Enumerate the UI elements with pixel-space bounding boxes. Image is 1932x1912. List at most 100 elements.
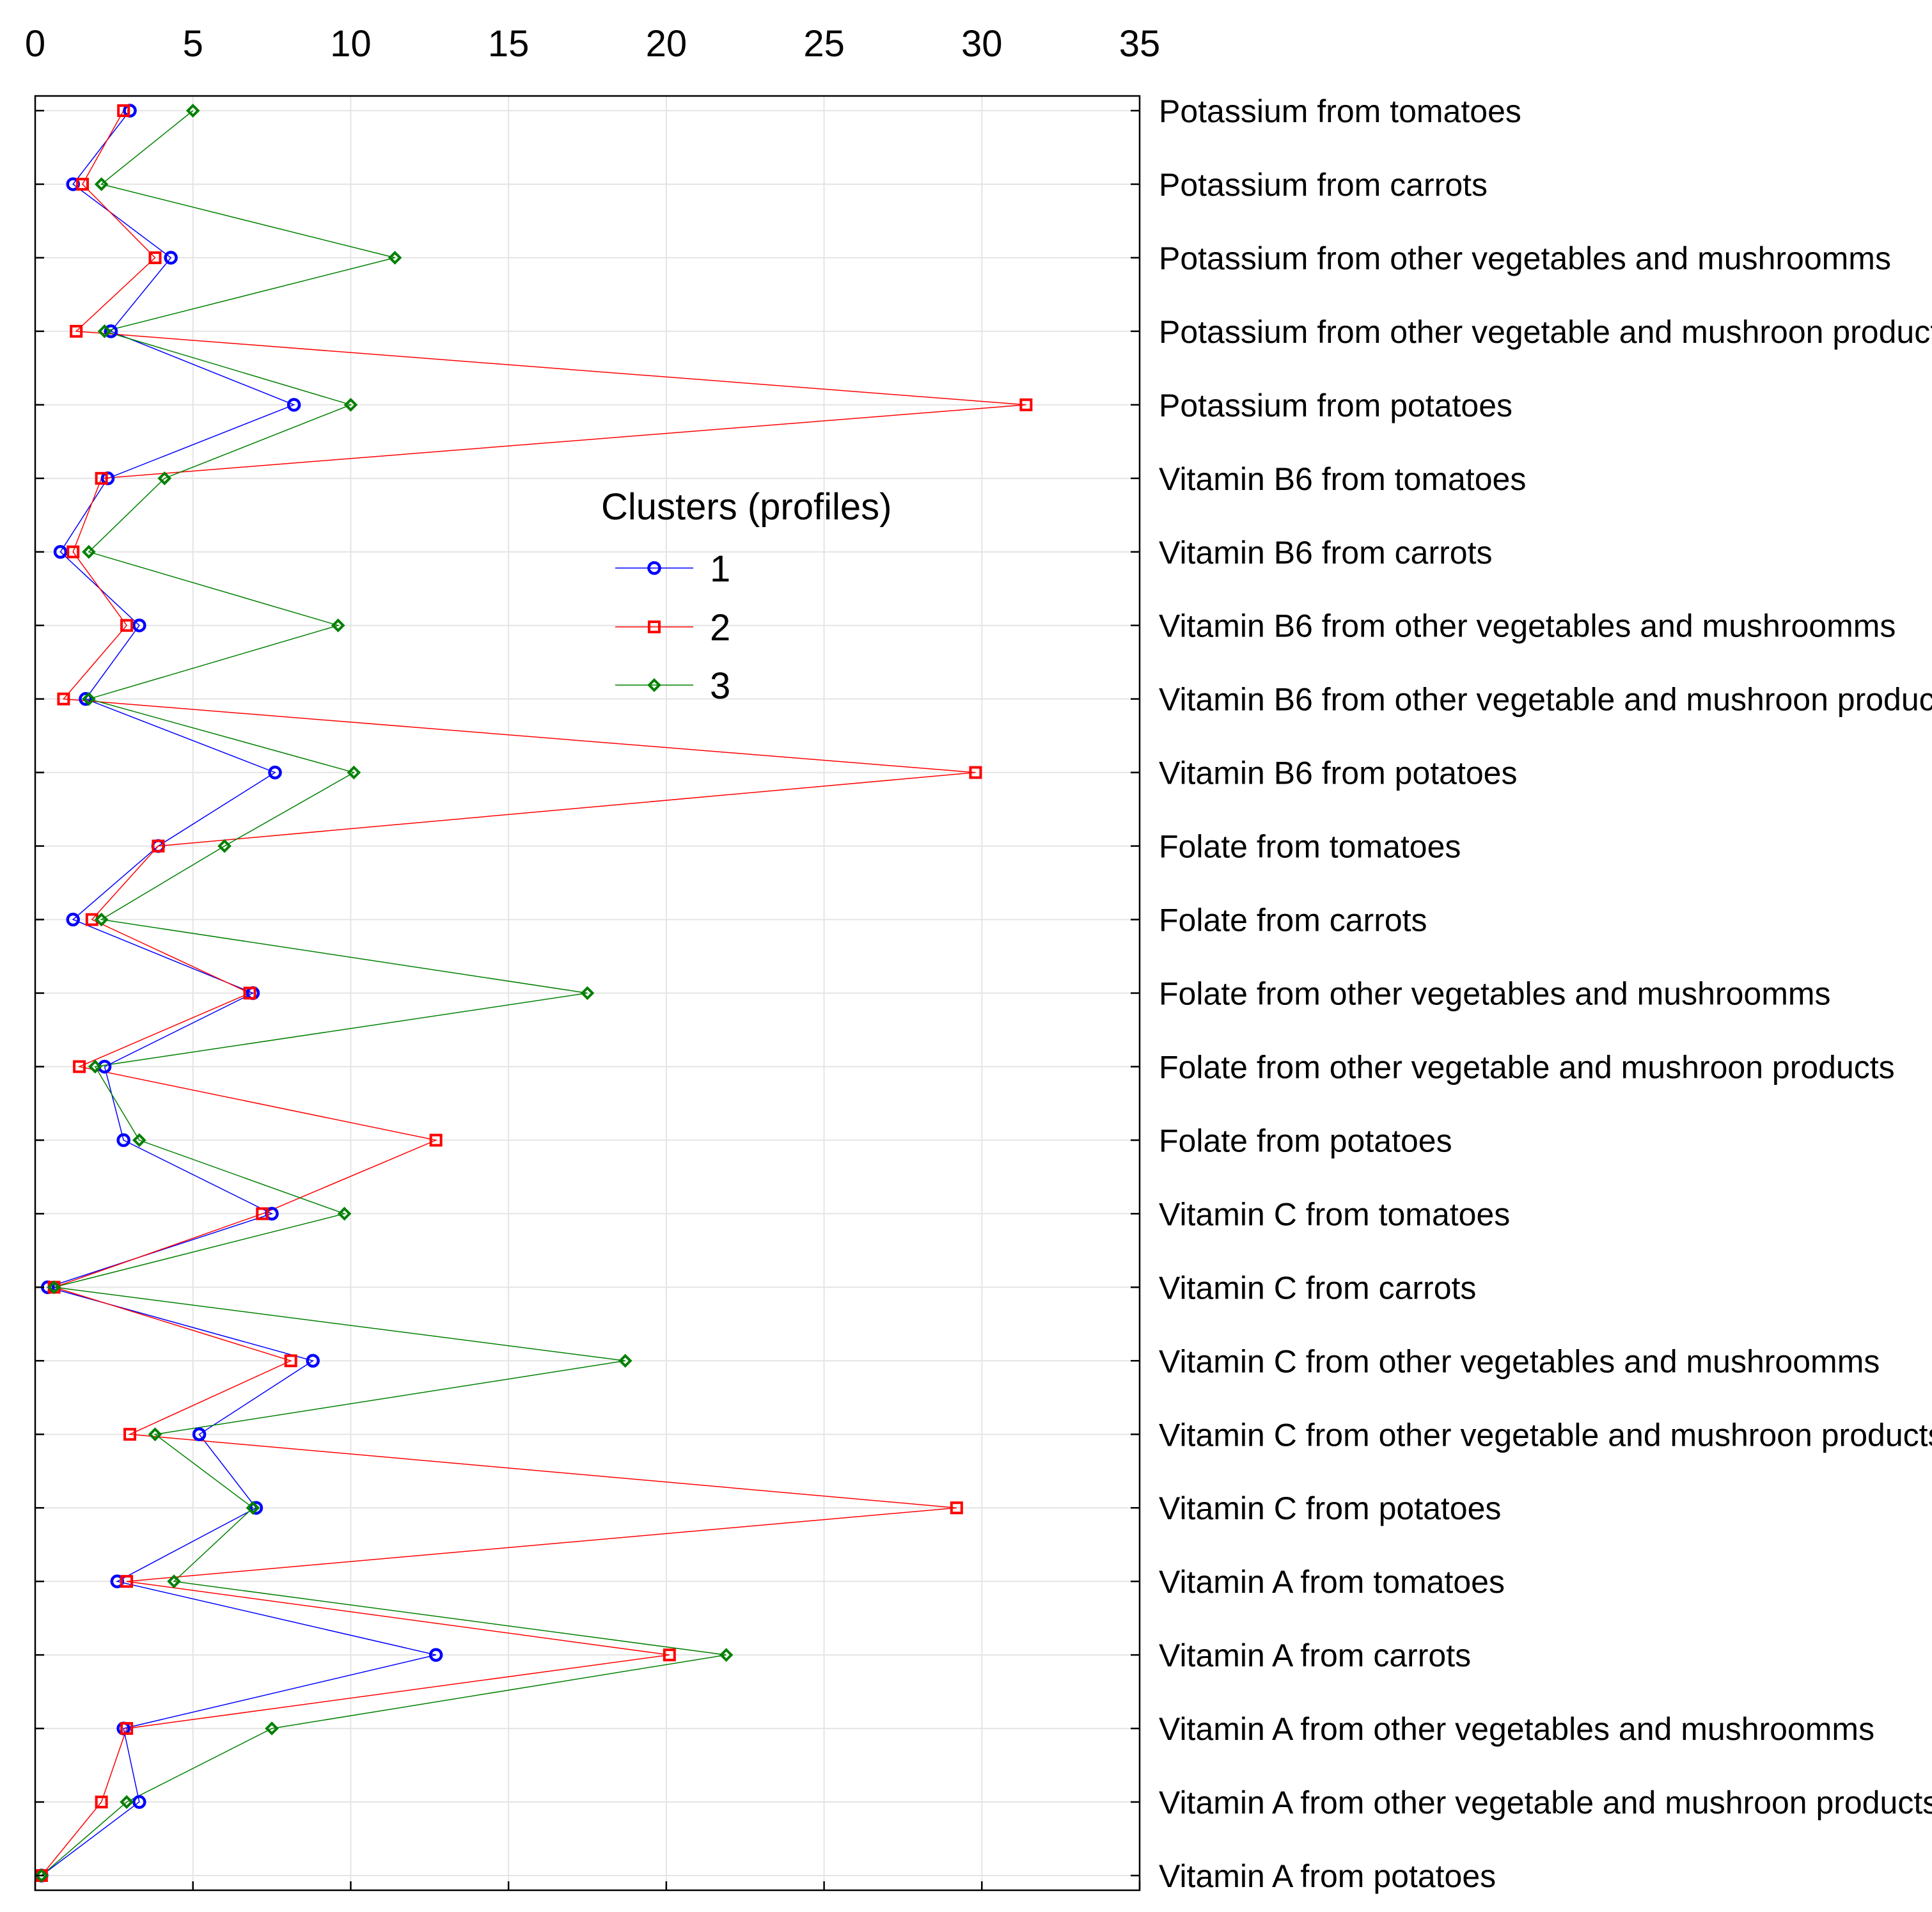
series-1-point	[268, 765, 282, 780]
series-1-point	[53, 545, 68, 559]
series-2-point	[256, 1207, 269, 1221]
category-label: Vitamin A from potatoes	[1159, 1858, 1496, 1894]
category-label: Vitamin A from tomatoes	[1159, 1564, 1505, 1600]
category-label: Vitamin B6 from other vegetable and mush…	[1159, 682, 1932, 718]
category-label: Vitamin C from other vegetable and mushr…	[1159, 1417, 1932, 1453]
series-2-point	[117, 104, 130, 117]
series-3-point	[217, 839, 232, 853]
series-2-point	[429, 1134, 443, 1147]
series-2-point	[120, 619, 134, 632]
category-label: Folate from tomatoes	[1159, 829, 1461, 865]
series-3-point	[185, 104, 200, 118]
series-2-point	[95, 471, 108, 485]
category-label: Vitamin C from other vegetables and mush…	[1159, 1343, 1880, 1379]
category-label: Vitamin B6 from carrots	[1159, 535, 1492, 571]
series-2-point	[120, 1722, 134, 1735]
x-tick-label: 25	[803, 23, 845, 65]
series-3-point	[265, 1721, 279, 1735]
series-1-point	[249, 1501, 263, 1515]
series-2-point	[76, 177, 90, 191]
category-label: Potassium from tomatoes	[1159, 93, 1521, 129]
series-1-point	[192, 1427, 207, 1441]
x-tick-label: 10	[330, 23, 372, 65]
series-3-point	[719, 1648, 734, 1662]
series-3-point	[82, 544, 96, 559]
category-label: Vitamin C from tomatoes	[1159, 1196, 1510, 1232]
series-2-point	[57, 692, 70, 706]
series-2-point	[148, 251, 162, 264]
series-3-point	[246, 1501, 260, 1515]
category-label: Vitamin B6 from potatoes	[1159, 755, 1517, 791]
series-1-point	[287, 398, 301, 412]
series-3-point	[388, 251, 402, 265]
series-2-point	[67, 545, 80, 558]
series-3-point	[167, 1574, 181, 1588]
series-3-point	[343, 398, 358, 412]
series-3-point	[347, 765, 361, 780]
series-2-point	[1019, 398, 1033, 411]
x-tick-label: 0	[25, 23, 45, 65]
legend-label-3: 3	[710, 665, 730, 707]
series-3-point	[94, 912, 109, 927]
series-3-point	[97, 324, 112, 338]
series-3-point	[88, 1059, 102, 1074]
category-label: Vitamin A from other vegetables and mush…	[1159, 1711, 1874, 1747]
category-label: Folate from carrots	[1159, 903, 1427, 938]
series-line-2	[41, 110, 1026, 1876]
series-3-point	[47, 1280, 61, 1295]
category-axis: Potassium from tomatoes Potassium from ca…	[35, 93, 1932, 1894]
series-1-point	[164, 251, 178, 265]
series-2-point	[70, 324, 83, 338]
series-3-point	[82, 691, 96, 706]
legend-marker-3	[647, 678, 661, 692]
series-1-point	[132, 1795, 146, 1809]
series-3-point	[94, 177, 109, 191]
series-2-point	[243, 986, 256, 1000]
category-label: Folate from other vegetables and mushroo…	[1159, 976, 1831, 1012]
category-label: Vitamin B6 from tomatoes	[1159, 461, 1526, 497]
series-3-point	[35, 1869, 49, 1883]
series-2-point	[120, 1575, 134, 1588]
series-2-point	[152, 839, 165, 853]
category-label: Potassium from carrots	[1159, 167, 1488, 203]
legend-label-1: 1	[710, 548, 730, 590]
legend-label-2: 2	[710, 607, 730, 649]
category-label: Vitamin C from potatoes	[1159, 1490, 1501, 1526]
category-label: Potassium from other vegetable and mushr…	[1159, 314, 1932, 350]
series-markers	[35, 104, 1033, 1883]
series-3-point	[331, 618, 345, 633]
x-tick-label: 15	[488, 23, 530, 65]
series-1-point	[116, 1133, 130, 1148]
category-label: Potassium from potatoes	[1159, 388, 1512, 423]
series-3-point	[618, 1354, 632, 1368]
legend: Clusters (profiles) 1 2 3	[601, 486, 891, 707]
series-3-point	[580, 986, 595, 1000]
series-2-point	[95, 1796, 108, 1809]
series-2-point	[73, 1060, 86, 1073]
series-line-1	[41, 110, 436, 1876]
series-2-point	[284, 1354, 297, 1368]
series-2-point	[123, 1428, 137, 1441]
series-3-point	[132, 1133, 146, 1148]
series-2-point	[969, 766, 982, 779]
grid	[35, 96, 1140, 1890]
series-1-point	[66, 912, 80, 927]
legend-title: Clusters (profiles)	[601, 486, 891, 528]
x-tick-label: 30	[961, 23, 1003, 65]
legend-marker-1	[647, 561, 661, 575]
legend-marker-2	[648, 620, 661, 633]
series-3-point	[120, 1795, 134, 1809]
category-label: Vitamin A from other vegetable and mushr…	[1159, 1785, 1932, 1821]
series-1-point	[104, 324, 118, 338]
series-3-point	[157, 471, 172, 486]
category-label: Potassium from other vegetables and mush…	[1159, 241, 1891, 276]
series-line-3	[41, 110, 726, 1876]
x-tick-label: 35	[1119, 23, 1161, 65]
series-1-point	[306, 1354, 320, 1368]
series-3-point	[337, 1206, 352, 1221]
series-lines	[41, 110, 1026, 1876]
series-3-point	[148, 1427, 162, 1442]
series-1-point	[79, 691, 93, 706]
x-tick-label: 20	[646, 23, 687, 65]
